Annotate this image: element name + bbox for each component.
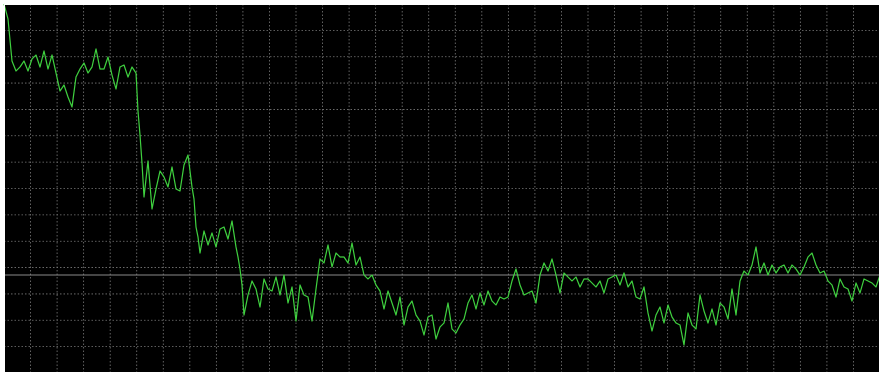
price-series-line [3,3,880,346]
grid [4,4,880,373]
